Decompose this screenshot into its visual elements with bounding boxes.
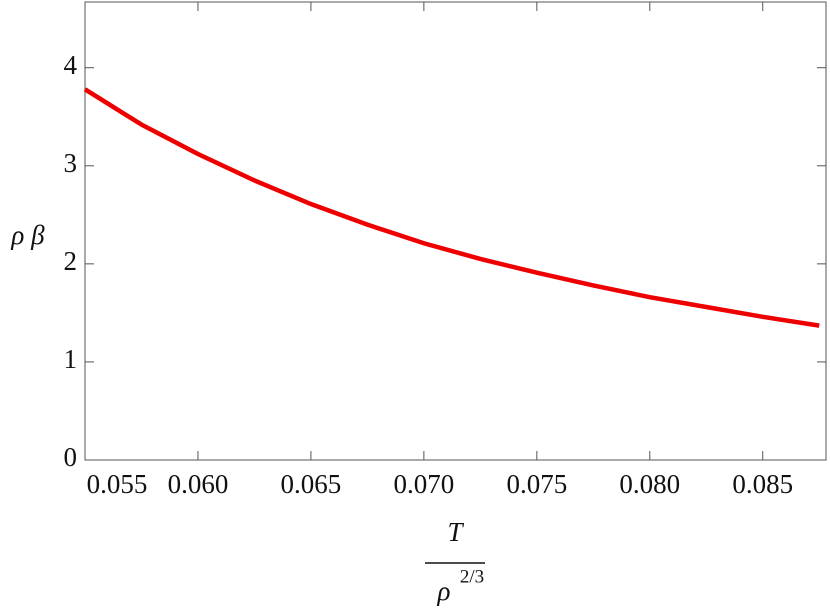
x-tick-label: 0.070 <box>393 469 454 499</box>
x-tick-label: 0.060 <box>168 469 229 499</box>
y-axis-label: ρ β <box>10 220 45 250</box>
y-tick-label: 0 <box>64 442 78 472</box>
data-line <box>83 87 820 328</box>
x-label-exponent: 2/3 <box>460 566 484 587</box>
x-label-denominator: ρ <box>437 576 451 606</box>
x-tick-label: 0.055 <box>87 469 148 499</box>
y-tick-label: 2 <box>64 246 78 276</box>
plot-frame <box>84 1 827 461</box>
y-tick-label: 3 <box>64 148 78 178</box>
y-tick-label: 1 <box>64 344 78 374</box>
x-tick-label: 0.085 <box>732 469 793 499</box>
x-label-numerator: T <box>447 517 464 547</box>
x-tick-label: 0.080 <box>619 469 680 499</box>
y-tick-label: 4 <box>64 50 78 80</box>
x-tick-label: 0.065 <box>281 469 342 499</box>
x-tick-label: 0.075 <box>506 469 567 499</box>
